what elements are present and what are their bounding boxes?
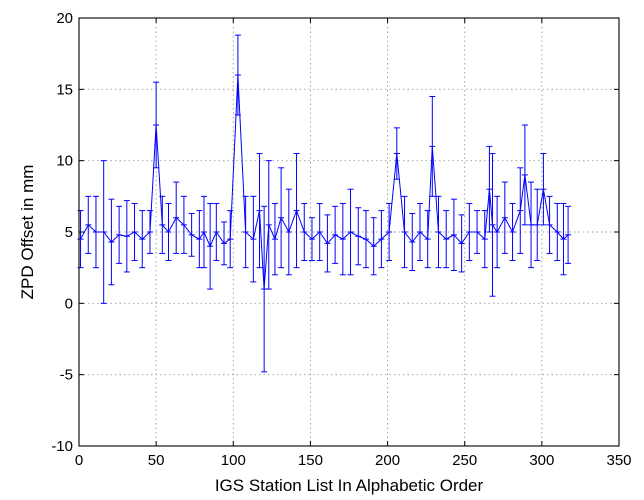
error-bar (77, 210, 84, 269)
error-bar (458, 214, 465, 273)
axis-ticks: 0 50 100 150 200 250 300 350 -10 -5 0 5 10 15 20 (51, 10, 631, 469)
error-bar (339, 202, 346, 276)
error-bar (123, 200, 130, 273)
error-bar (424, 210, 431, 269)
error-bar (256, 153, 263, 269)
error-bar (92, 195, 99, 269)
error-bar (146, 210, 153, 254)
error-bar (370, 217, 377, 276)
error-bar (196, 210, 203, 269)
error-bar (250, 195, 257, 283)
error-bar (466, 202, 473, 262)
error-bar (265, 160, 272, 290)
error-bar (180, 195, 187, 254)
error-bar (489, 153, 496, 297)
error-bar (355, 207, 362, 266)
error-bar (278, 167, 285, 269)
x-tick-label: 350 (606, 452, 631, 469)
error-bar (486, 145, 493, 233)
error-bar (560, 202, 567, 276)
x-tick-label: 250 (452, 452, 477, 469)
error-bar (362, 210, 369, 269)
error-bar (474, 210, 481, 254)
error-bar (200, 195, 207, 269)
y-tick-label: 20 (56, 10, 73, 27)
error-bar (534, 188, 541, 262)
error-bar (188, 212, 195, 257)
error-bar (401, 195, 408, 269)
error-bar (393, 127, 400, 180)
error-bar (85, 195, 92, 254)
error-bar (153, 81, 160, 169)
error-bar (435, 195, 442, 269)
x-tick-label: 100 (221, 452, 246, 469)
error-bar (429, 95, 436, 197)
y-tick-label: -5 (60, 367, 73, 384)
error-bar (213, 202, 220, 262)
error-bar (443, 210, 450, 269)
error-bar (207, 202, 214, 290)
x-tick-label: 50 (148, 452, 165, 469)
error-bar (261, 205, 268, 373)
error-bar (242, 195, 249, 269)
error-bar (324, 214, 331, 273)
error-bar (540, 153, 547, 226)
error-bar (501, 181, 508, 254)
error-bar (481, 210, 488, 269)
error-bar (234, 34, 241, 116)
error-bar (108, 198, 115, 286)
error-bar (517, 167, 524, 254)
x-tick-label: 200 (375, 452, 400, 469)
series-line (80, 75, 569, 290)
error-bar (100, 160, 107, 304)
series-layer (77, 34, 572, 373)
error-bar (271, 202, 278, 276)
error-bar (494, 195, 501, 269)
y-tick-label: 5 (65, 224, 73, 241)
error-bar (301, 202, 308, 262)
y-tick-label: 0 (65, 295, 73, 312)
y-axis-label: ZPD Offset in mm (18, 165, 37, 300)
error-bar (450, 198, 457, 272)
error-bar (509, 202, 516, 262)
error-bar (521, 124, 528, 226)
error-bar (347, 188, 354, 276)
error-bar (409, 212, 416, 272)
x-tick-label: 0 (75, 452, 83, 469)
error-bar (131, 202, 138, 262)
error-bar (316, 202, 323, 262)
error-bar (116, 205, 123, 264)
error-bar (285, 188, 292, 276)
error-bar (293, 153, 300, 269)
y-tick-label: 15 (56, 81, 73, 98)
error-bar (528, 181, 535, 269)
x-tick-label: 300 (529, 452, 554, 469)
x-axis-label: IGS Station List In Alphabetic Order (215, 476, 484, 495)
error-bar (308, 217, 315, 262)
error-bar (386, 202, 393, 262)
x-tick-label: 150 (298, 452, 323, 469)
error-bar (165, 202, 172, 262)
error-bar (159, 195, 166, 254)
error-bar (554, 202, 561, 262)
error-bar (332, 205, 339, 264)
error-bar (546, 195, 553, 254)
error-bar (565, 205, 572, 264)
y-tick-label: 10 (56, 153, 73, 170)
error-bar (416, 202, 423, 262)
y-tick-label: -10 (51, 438, 73, 455)
error-bar (378, 210, 385, 269)
error-bar (173, 181, 180, 254)
error-bar (227, 210, 234, 269)
error-bar (139, 210, 146, 269)
error-bar (221, 221, 228, 266)
